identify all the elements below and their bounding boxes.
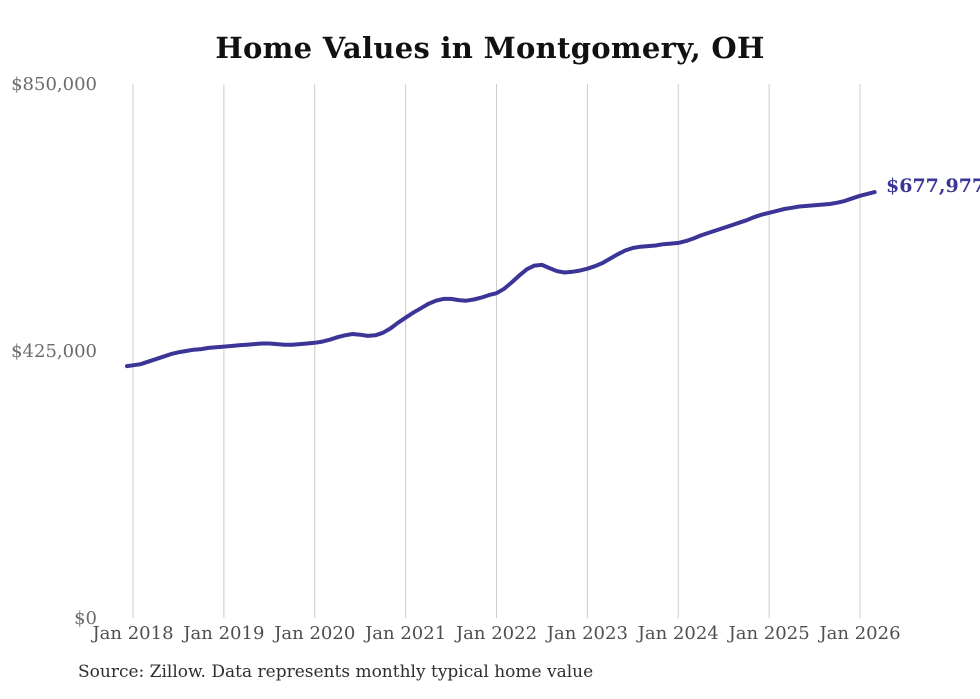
y-axis-tick-label: $425,000 [11, 341, 97, 362]
x-axis-tick-label: Jan 2019 [183, 623, 265, 644]
x-axis-tick-label: Jan 2026 [819, 623, 901, 644]
x-axis-tick-label: Jan 2021 [365, 623, 447, 644]
x-axis-tick-label: Jan 2022 [455, 623, 538, 644]
x-axis-tick-label: Jan 2025 [728, 623, 810, 644]
home-value-line [125, 190, 877, 369]
chart-title: Home Values in Montgomery, OH [215, 31, 765, 65]
x-axis-tick-label: Jan 2020 [274, 623, 356, 644]
x-axis-tick-label: Jan 2024 [637, 623, 719, 644]
x-axis-tick-label: Jan 2018 [92, 623, 174, 644]
y-axis-tick-label: $0 [74, 608, 97, 629]
source-note: Source: Zillow. Data represents monthly … [78, 662, 594, 682]
y-axis-tick-label: $850,000 [11, 74, 97, 95]
x-axis-tick-label: Jan 2023 [546, 623, 628, 644]
latest-value-label: $677,977 [886, 175, 980, 197]
